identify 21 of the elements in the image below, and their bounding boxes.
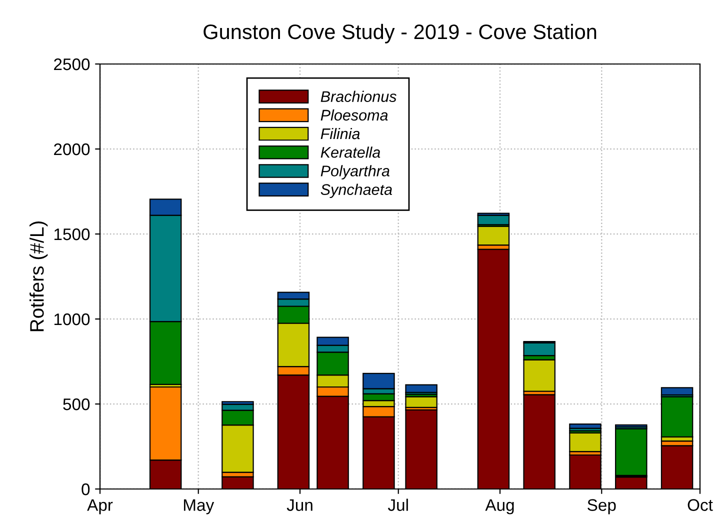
legend-label: Keratella (320, 146, 380, 158)
x-tick-label: Aug (485, 499, 514, 514)
legend-label: Brachionus (320, 90, 396, 102)
y-tick-label: 500 (63, 398, 90, 410)
x-tick-label: May (184, 499, 214, 514)
x-tick-label: Sep (588, 499, 616, 514)
legend-label: Polyarthra (320, 165, 390, 180)
x-tick-label: Jul (388, 498, 408, 511)
chart-title: Gunston Cove Study - 2019 - Cove Station (204, 24, 596, 44)
y-tick-label: 1000 (54, 313, 90, 326)
y-tick-label: 2000 (54, 143, 90, 156)
y-axis-title: Rotifers (#/L) (30, 222, 48, 332)
legend-label: Ploesoma (320, 109, 388, 121)
x-tick-label: Jun (286, 499, 312, 511)
y-tick-label: 1500 (54, 228, 90, 240)
y-tick-label: 0 (82, 483, 90, 496)
x-tick-label: Apr (87, 499, 113, 514)
legend-label: Synchaeta (320, 184, 392, 198)
x-tick-label: Oct (688, 499, 713, 511)
y-tick-label: 2500 (54, 58, 90, 70)
legend-label: Filinia (320, 128, 360, 140)
